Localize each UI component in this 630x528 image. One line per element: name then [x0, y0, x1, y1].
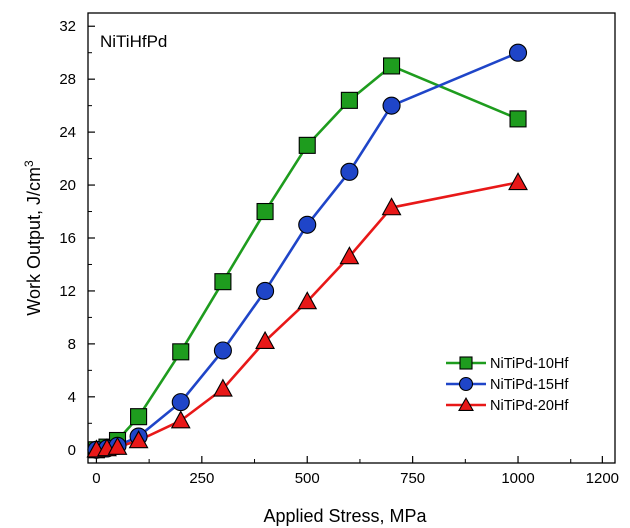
- data-point-square: [214, 273, 232, 291]
- data-point-triangle: [128, 430, 149, 449]
- data-point-square: [256, 202, 274, 221]
- data-point-circle: [171, 393, 190, 412]
- legend-item: NiTiPd-10Hf: [446, 356, 569, 372]
- x-tick-label: 500: [295, 470, 320, 487]
- data-point-square: [340, 91, 358, 109]
- x-tick-label: 0: [92, 470, 100, 487]
- data-point-circle: [382, 96, 401, 115]
- data-point-square: [383, 57, 401, 75]
- y-tick-label: 20: [59, 177, 76, 194]
- data-point-square: [459, 356, 473, 370]
- plot-frame: [87, 12, 616, 464]
- legend-label: NiTiPd-20Hf: [490, 398, 569, 414]
- data-point-square: [509, 110, 527, 128]
- y-tick-label: 32: [59, 18, 76, 35]
- data-point-triangle: [107, 436, 128, 455]
- data-point-circle: [340, 162, 359, 181]
- y-tick-label: 12: [59, 283, 76, 300]
- legend-item: NiTiPd-20Hf: [446, 396, 569, 414]
- x-axis-title: Applied Stress, MPa: [263, 506, 427, 526]
- x-tick-label: 250: [189, 470, 214, 487]
- data-point-triangle: [170, 410, 191, 429]
- chart-annotation: NiTiHfPd: [100, 32, 167, 51]
- data-point-triangle: [508, 172, 528, 191]
- series-layer: [86, 43, 528, 459]
- axis-ticks: 0 250 500 750 1000 1200 0 4 8 12 16 20 24 28 32: [59, 18, 619, 487]
- data-point-triangle: [339, 246, 360, 265]
- data-point-square: [130, 408, 148, 426]
- data-point-circle: [508, 43, 528, 62]
- y-tick-label: 0: [68, 442, 76, 459]
- data-point-triangle: [212, 378, 233, 397]
- markers-nitipd-20hf: [86, 172, 528, 458]
- y-axis-title-main: Work Output, J/cm: [24, 167, 44, 316]
- y-tick-label: 16: [59, 230, 76, 247]
- data-point-triangle: [297, 291, 318, 310]
- x-tick-label: 750: [400, 470, 425, 487]
- y-axis-title: Work Output, J/cm3: [22, 160, 44, 316]
- y-tick-label: 8: [68, 336, 76, 353]
- markers-nitipd-15hf: [87, 43, 528, 459]
- legend-item: NiTiPd-15Hf: [446, 376, 569, 393]
- y-tick-label: 4: [68, 389, 76, 406]
- y-axis-title-superscript: 3: [22, 160, 36, 167]
- legend: NiTiPd-10Hf NiTiPd-15Hf NiTiPd-20Hf: [446, 356, 569, 414]
- data-point-triangle: [458, 396, 474, 411]
- markers-nitipd-10hf: [87, 57, 527, 459]
- x-tick-label: 1200: [586, 470, 619, 487]
- data-point-square: [172, 343, 190, 361]
- data-point-triangle: [381, 197, 402, 216]
- legend-label: NiTiPd-10Hf: [490, 356, 569, 372]
- data-point-square: [298, 136, 316, 154]
- x-tick-label: 1000: [501, 470, 534, 487]
- data-point-circle: [458, 376, 474, 392]
- legend-label: NiTiPd-15Hf: [490, 377, 569, 393]
- data-point-circle: [298, 215, 317, 234]
- y-tick-label: 24: [59, 124, 76, 141]
- y-tick-label: 28: [59, 71, 76, 88]
- data-point-triangle: [255, 330, 276, 349]
- data-point-circle: [256, 281, 275, 300]
- data-point-circle: [213, 341, 232, 360]
